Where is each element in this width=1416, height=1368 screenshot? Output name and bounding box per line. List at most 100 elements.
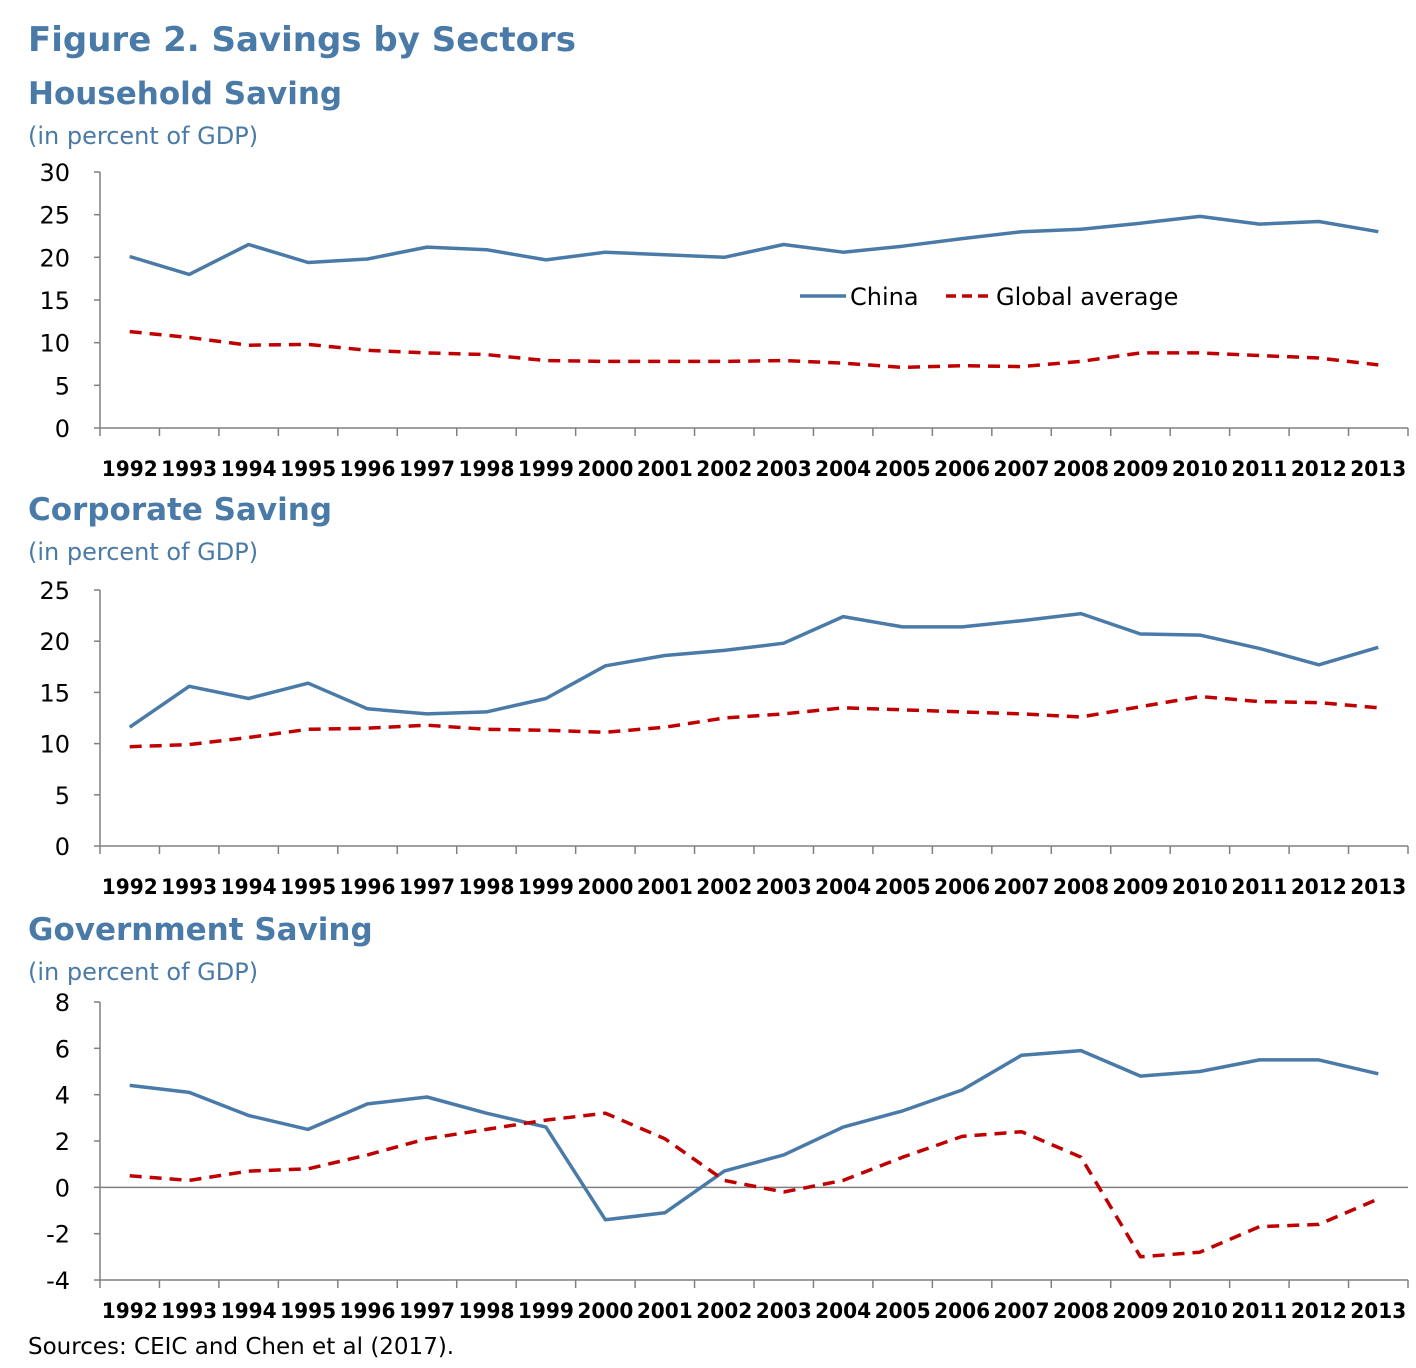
x-tick-label: 2009 [1112,875,1168,899]
x-tick-label: 2007 [994,457,1050,481]
x-tick-label: 1992 [102,1299,158,1323]
y-tick-label: -2 [46,1221,70,1249]
y-tick-label: 20 [39,628,70,656]
y-tick-label: 8 [55,989,70,1017]
x-tick-label: 2000 [577,875,633,899]
y-tick-label: 0 [55,833,70,861]
x-tick-label: 2012 [1291,875,1347,899]
global-average-line [129,1111,1379,1259]
x-tick-label: 1996 [340,875,396,899]
x-tick-label: 2004 [815,1299,871,1323]
x-tick-label: 1992 [102,875,158,899]
y-tick-label: 10 [39,330,70,358]
legend-global-label: Global average [996,283,1178,311]
x-tick-label: 1993 [161,875,217,899]
x-tick-label: 2013 [1350,1299,1406,1323]
x-tick-label: 1996 [340,1299,396,1323]
x-tick-label: 2012 [1291,457,1347,481]
x-tick-label: 1997 [399,1299,455,1323]
x-tick-label: 2011 [1231,457,1287,481]
x-tick-label: 1999 [518,1299,574,1323]
x-tick-label: 2000 [577,457,633,481]
x-tick-label: 1998 [458,1299,514,1323]
x-tick-label: 2008 [1053,875,1109,899]
x-tick-label: 2006 [934,457,990,481]
x-tick-label: 1998 [458,457,514,481]
x-tick-label: 1998 [458,875,514,899]
y-tick-label: 25 [39,578,70,605]
y-tick-label: 6 [55,1035,70,1063]
government-saving-chart: -4 -2 0 2 4 6 8 1992 1993 1994 1995 1996 1997 1998 199… [46,989,1409,1323]
x-tick-label: 1993 [161,457,217,481]
x-tick-label: 2002 [696,1299,752,1323]
corporate-panel-subtitle: (in percent of GDP) [28,538,259,566]
x-tick-label: 2001 [637,1299,693,1323]
x-tick-label: 2007 [994,875,1050,899]
x-tick-label: 1997 [399,457,455,481]
source-note: Sources: CEIC and Chen et al (2017). [28,1334,455,1360]
y-tick-label: 2 [55,1128,70,1156]
y-tick-label: 15 [39,287,70,315]
x-tick-label: 1994 [221,875,277,899]
x-tick-label: 2008 [1053,1299,1109,1323]
x-tick-label: 2011 [1231,875,1287,899]
x-tick-label: 2004 [815,457,871,481]
china-line [128,611,1379,729]
y-tick-label: 30 [39,160,70,187]
y-tick-label: 0 [55,1174,70,1202]
x-tick-label: 2008 [1053,457,1109,481]
y-tick-label: 25 [39,202,70,230]
y-tick-label: -4 [46,1267,70,1295]
y-tick-label: 15 [39,679,70,707]
x-tick-label: 1995 [280,875,336,899]
global-average-line [129,329,1379,370]
x-tick-label: 1995 [280,457,336,481]
x-tick-label: 1996 [340,457,396,481]
x-tick-label: 2003 [756,1299,812,1323]
x-tick-label: 1994 [221,1299,277,1323]
x-tick-label: 2000 [577,1299,633,1323]
china-line [129,214,1379,277]
x-tick-label: 1995 [280,1299,336,1323]
x-tick-label: 2006 [934,875,990,899]
x-tick-label: 2013 [1350,457,1406,481]
x-tick-label: 2003 [756,875,812,899]
y-tick-label: 0 [55,415,70,443]
y-tick-label: 4 [55,1082,70,1110]
x-tick-label: 1997 [399,875,455,899]
x-tick-label: 2013 [1350,875,1406,899]
corporate-panel-title: Corporate Saving [28,492,333,528]
household-saving-chart: 0 5 10 15 20 25 30 1992 1993 1994 1995 1996 1997 1998… [39,160,1409,481]
x-tick-label: 2001 [637,875,693,899]
x-tick-label: 1999 [518,457,574,481]
x-tick-label: 1994 [221,457,277,481]
y-tick-label: 10 [39,731,70,759]
x-tick-label: 1992 [102,457,158,481]
y-tick-label: 5 [55,782,70,810]
corporate-saving-chart: 0 5 10 15 20 25 1992 1993 1994 1995 1996 1997 1998 19… [39,578,1409,899]
x-tick-label: 2012 [1291,1299,1347,1323]
global-average-line [129,694,1379,749]
x-tick-label: 2009 [1112,1299,1168,1323]
figure-title: Figure 2. Savings by Sectors [28,20,577,60]
x-tick-label: 2006 [934,1299,990,1323]
x-tick-label: 2010 [1172,457,1228,481]
x-tick-label: 2001 [637,457,693,481]
y-tick-label: 20 [39,244,70,272]
government-panel-subtitle: (in percent of GDP) [28,958,259,986]
government-panel-title: Government Saving [28,912,373,948]
china-line [129,1048,1379,1222]
x-tick-label: 2004 [815,875,871,899]
y-tick-label: 5 [55,372,70,400]
legend-china-label: China [850,283,919,311]
x-tick-label: 2009 [1112,457,1168,481]
x-tick-label: 2002 [696,875,752,899]
x-tick-label: 2005 [875,875,931,899]
x-tick-label: 2010 [1172,1299,1228,1323]
x-tick-label: 2002 [696,457,752,481]
x-tick-label: 2005 [875,457,931,481]
x-tick-label: 2005 [875,1299,931,1323]
x-tick-label: 2011 [1231,1299,1287,1323]
x-tick-label: 2010 [1172,875,1228,899]
household-panel-subtitle: (in percent of GDP) [28,122,259,150]
